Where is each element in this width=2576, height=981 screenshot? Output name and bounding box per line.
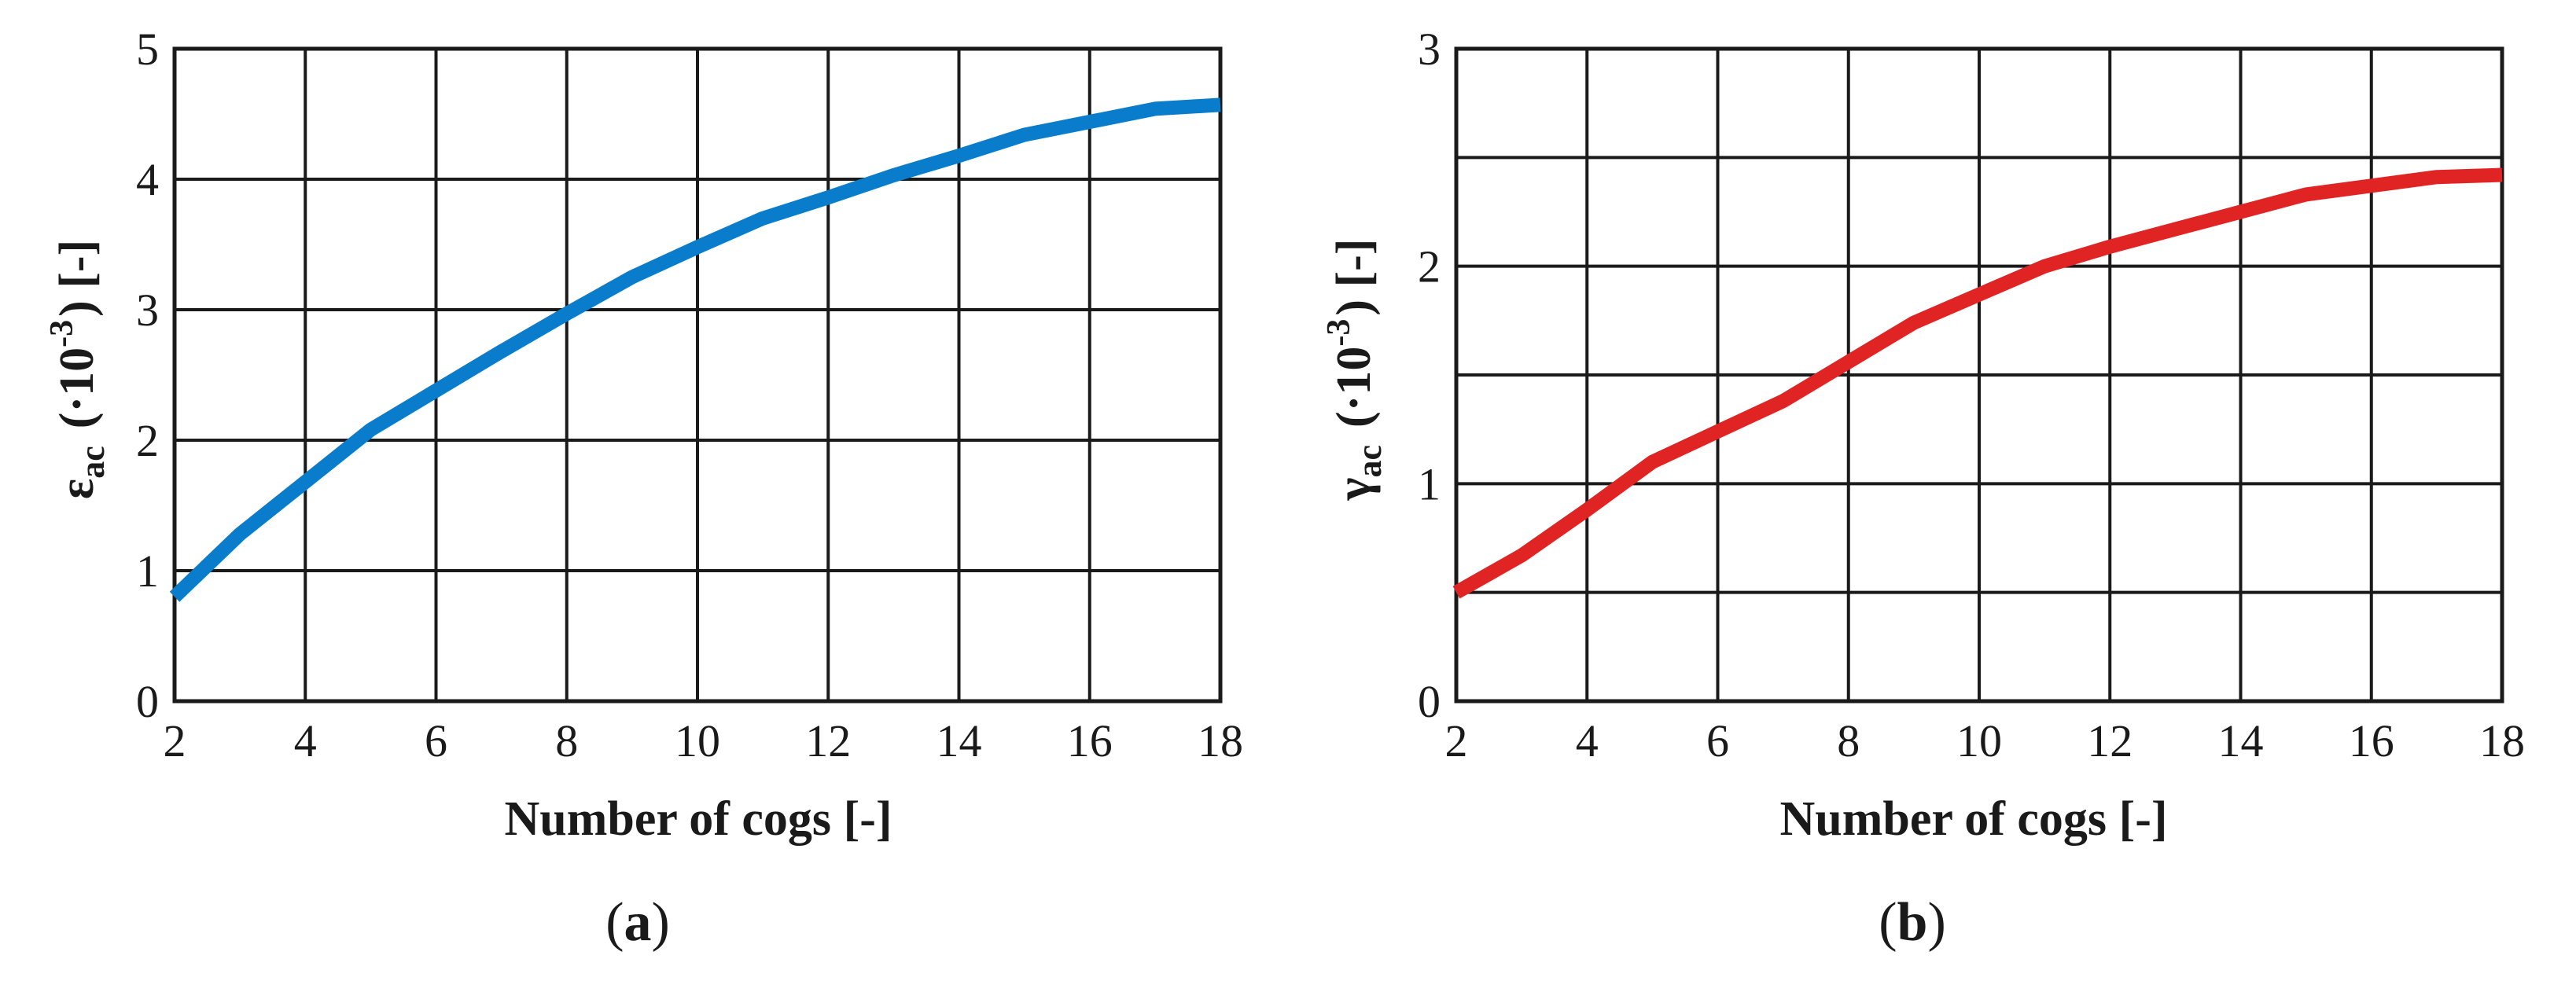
chart-b-y-exponent: -3	[1321, 319, 1357, 347]
chart-b-y-unit: ) [-]	[1327, 239, 1381, 316]
chart-b-x-tick-label: 4	[1576, 715, 1599, 766]
chart-a-x-tick-label: 2	[164, 715, 186, 766]
chart-a-y-exponent: -3	[44, 320, 80, 347]
chart-b-y-tick-label: 2	[1418, 241, 1441, 292]
chart-b-y-scale: (·10	[1327, 347, 1381, 428]
chart-a-y-scale: (·10	[50, 347, 104, 428]
chart-a-y-tick-label: 0	[136, 676, 159, 727]
chart-b-y-tick-label: 1	[1418, 458, 1441, 509]
chart-a-x-tick-label: 8	[555, 715, 578, 766]
chart-a-grid	[172, 46, 1223, 704]
chart-b-x-tick-label: 6	[1706, 715, 1729, 766]
chart-a-y-tick-label: 3	[136, 285, 159, 336]
chart-a-x-tick-label: 12	[805, 715, 851, 766]
chart-b-y-axis-label: γac (·10-3 ) [-]	[1321, 239, 1389, 502]
chart-a-series-line	[169, 97, 1221, 602]
chart-b-x-tick-label: 12	[2087, 715, 2133, 766]
chart-b-series-line	[1452, 167, 2503, 599]
chart-a-x-tick-label: 14	[937, 715, 982, 766]
chart-a-x-tick-label: 4	[294, 715, 317, 766]
chart-a-x-tick-label: 18	[1198, 715, 1243, 766]
chart-a-y-unit: ) [-]	[50, 240, 104, 317]
chart-b-panel-label: (b)	[1879, 892, 1946, 953]
chart-a-y-tick-label: 5	[136, 24, 159, 75]
chart-a-y-tick-label: 4	[136, 154, 159, 205]
chart-b-x-tick-label: 10	[1956, 715, 2002, 766]
chart-a-x-tick-label: 16	[1067, 715, 1113, 766]
chart-b-y-symbol: γ	[1327, 477, 1381, 501]
chart-a-plot-frame	[172, 46, 1223, 704]
chart-b-y-subscript: ac	[1350, 445, 1389, 478]
chart-b-x-tick-label: 14	[2218, 715, 2264, 766]
chart-b-y-tick-label: 0	[1418, 676, 1441, 727]
chart-b-x-tick-label: 16	[2349, 715, 2394, 766]
chart-b-x-tick-label: 2	[1445, 715, 1468, 766]
chart-b-x-tick-label: 8	[1837, 715, 1860, 766]
chart-b-x-tick-label: 18	[2479, 715, 2525, 766]
chart-b-y-tick-label: 3	[1418, 24, 1441, 75]
chart-a-x-tick-label: 10	[675, 715, 720, 766]
chart-a-panel-label: (a)	[605, 892, 670, 953]
chart-b-grid	[1454, 46, 2504, 704]
chart-a-x-axis-label: Number of cogs [-]	[504, 792, 892, 846]
chart-b-plot-frame	[1454, 46, 2504, 704]
chart-a-panel-letter: a	[624, 892, 652, 953]
chart-b-x-axis-label: Number of cogs [-]	[1779, 792, 2167, 846]
chart-a-y-tick-label: 2	[136, 415, 159, 466]
chart-b-panel-letter: b	[1897, 892, 1928, 953]
chart-a-x-tick-label: 6	[425, 715, 447, 766]
chart-a-y-subscript: ac	[73, 446, 112, 479]
chart-a-y-tick-label: 1	[136, 546, 159, 597]
chart-a-y-symbol: ε	[50, 479, 104, 500]
chart-a-y-axis-label: εac (·10-3 ) [-]	[44, 240, 112, 499]
